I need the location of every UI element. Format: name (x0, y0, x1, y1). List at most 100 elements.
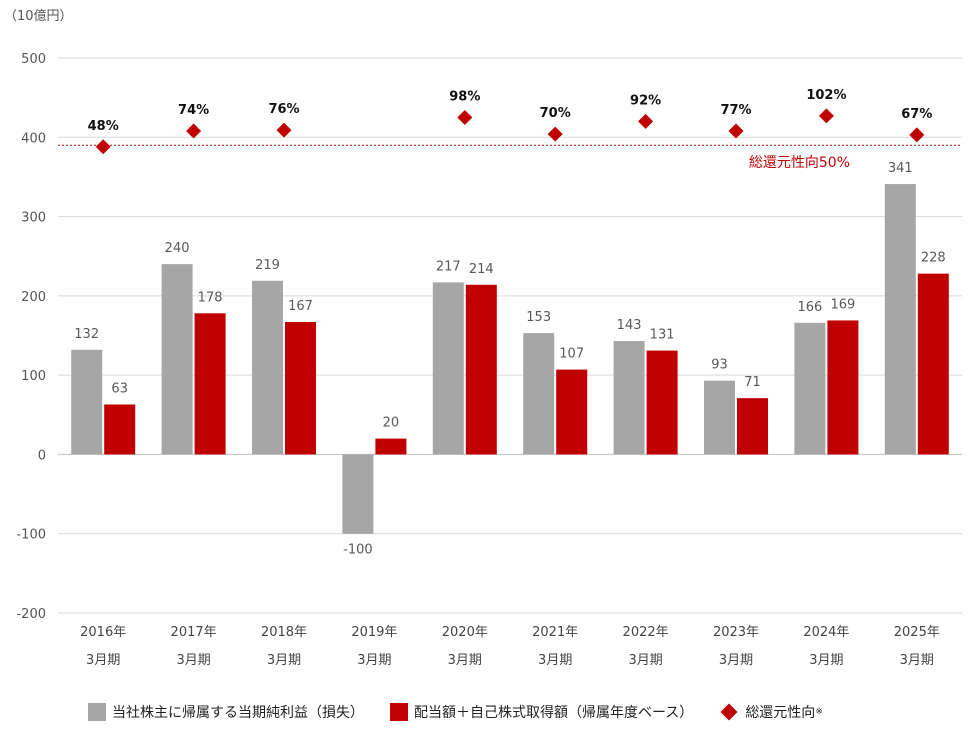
ratio-marker (818, 108, 834, 124)
ratio-marker (909, 127, 925, 143)
bar (285, 322, 316, 455)
bar (613, 341, 645, 455)
x-tick-label: 2017年 (171, 625, 217, 640)
bar-value-label: -100 (343, 543, 373, 558)
bar (737, 398, 768, 455)
ratio-label: 77% (720, 103, 751, 118)
ratio-label: 74% (178, 103, 209, 118)
x-tick-label: 2022年 (623, 625, 669, 640)
x-tick-sublabel: 3月期 (900, 653, 934, 668)
x-tick-sublabel: 3月期 (719, 653, 753, 668)
legend-diamond-icon (720, 703, 738, 721)
ratio-label: 98% (449, 89, 480, 104)
bar (646, 350, 678, 455)
bar (375, 438, 407, 455)
ratio-marker (95, 139, 111, 155)
bar (794, 322, 826, 455)
y-tick-label: 100 (21, 369, 46, 384)
bar-value-label: 219 (255, 258, 280, 273)
legend-label-shareholder-return: 配当額＋自己株式取得額（帰属年度ベース） (414, 705, 694, 721)
x-tick-label: 2021年 (532, 625, 578, 640)
bar (827, 320, 859, 455)
ratio-label: 92% (630, 93, 661, 108)
bar (465, 284, 497, 455)
bar-value-label: 167 (288, 299, 313, 314)
ratio-label: 102% (806, 88, 846, 103)
legend-swatch-shareholder-return (390, 703, 408, 721)
legend-label-total-payout-ratio: 総還元性向 (745, 705, 816, 721)
chart-svg: （10億円） 総還元性向50% 13263240178219167-100202… (4, 8, 962, 668)
bar-value-label: 153 (526, 310, 551, 325)
bar (884, 184, 916, 455)
bar-value-label: 132 (74, 327, 99, 342)
x-tick-sublabel: 3月期 (357, 653, 391, 668)
bar-value-label: 178 (198, 290, 223, 305)
legend-item-total-payout-ratio: 総還元性向 ※ (719, 702, 823, 722)
ratio-label: 70% (540, 106, 571, 121)
bar-value-label: 107 (559, 347, 584, 362)
bar-value-label: 63 (111, 381, 128, 396)
bar-value-label: 240 (165, 241, 190, 256)
bar (917, 273, 949, 455)
bar-value-label: 217 (436, 259, 461, 274)
ratio-label: 67% (901, 107, 932, 122)
x-tick-label: 2016年 (80, 625, 126, 640)
reference-line-label: 総還元性向50% (749, 155, 850, 171)
x-tick-sublabel: 3月期 (538, 653, 572, 668)
x-tick-sublabel: 3月期 (176, 653, 210, 668)
legend-swatch-net-income (88, 703, 106, 721)
x-tick-label: 2019年 (351, 625, 397, 640)
x-tick-sublabel: 3月期 (809, 653, 843, 668)
y-tick-label: 300 (21, 211, 46, 226)
x-tick-sublabel: 3月期 (267, 653, 301, 668)
bar-value-label: 93 (711, 358, 728, 373)
bar-value-label: 228 (921, 251, 946, 266)
bar-value-label: 169 (830, 297, 855, 312)
bar (71, 349, 103, 455)
bar-value-label: 341 (888, 161, 913, 176)
bar-value-label: 71 (744, 375, 761, 390)
legend-footnote-mark: ※ (815, 707, 823, 717)
y-tick-label: 200 (21, 290, 46, 305)
bar (704, 380, 735, 455)
x-tick-label: 2024年 (803, 625, 849, 640)
bar (342, 454, 374, 534)
ratio-marker (547, 126, 563, 142)
ratio-label: 48% (88, 119, 119, 134)
bar (104, 404, 136, 455)
y-tick-label: 400 (21, 131, 46, 146)
bar (252, 280, 283, 455)
legend-item-shareholder-return: 配当額＋自己株式取得額（帰属年度ベース） (390, 702, 693, 722)
bar-value-label: 166 (797, 300, 822, 315)
bar (556, 369, 588, 455)
x-tick-label: 2018年 (261, 625, 307, 640)
legend: 当社株主に帰属する当期純利益（損失） 配当額＋自己株式取得額（帰属年度ベース） … (88, 702, 849, 722)
y-tick-label: 500 (21, 52, 46, 67)
x-tick-sublabel: 3月期 (628, 653, 662, 668)
legend-item-net-income: 当社株主に帰属する当期純利益（損失） (88, 702, 364, 722)
bar-value-label: 20 (383, 416, 400, 431)
x-tick-sublabel: 3月期 (86, 653, 120, 668)
y-tick-label: -100 (16, 528, 46, 543)
x-tick-label: 2020年 (442, 625, 488, 640)
bar-value-label: 131 (650, 328, 675, 343)
x-tick-sublabel: 3月期 (448, 653, 482, 668)
bar (432, 282, 464, 455)
bar (161, 264, 193, 455)
bar (523, 333, 555, 455)
bar-value-label: 214 (469, 262, 494, 277)
ratio-marker (457, 109, 473, 125)
x-tick-label: 2023年 (713, 625, 759, 640)
ratio-marker (728, 123, 744, 139)
ratio-marker (276, 122, 292, 138)
x-tick-label: 2025年 (894, 625, 940, 640)
y-tick-label: -200 (16, 607, 46, 622)
ratio-marker (638, 113, 654, 129)
ratio-marker (186, 123, 202, 139)
bar-value-label: 143 (617, 318, 642, 333)
legend-label-net-income: 当社株主に帰属する当期純利益（損失） (112, 705, 364, 721)
unit-label: （10億円） (4, 8, 73, 24)
ratio-label: 76% (268, 102, 299, 117)
bar (194, 313, 226, 455)
